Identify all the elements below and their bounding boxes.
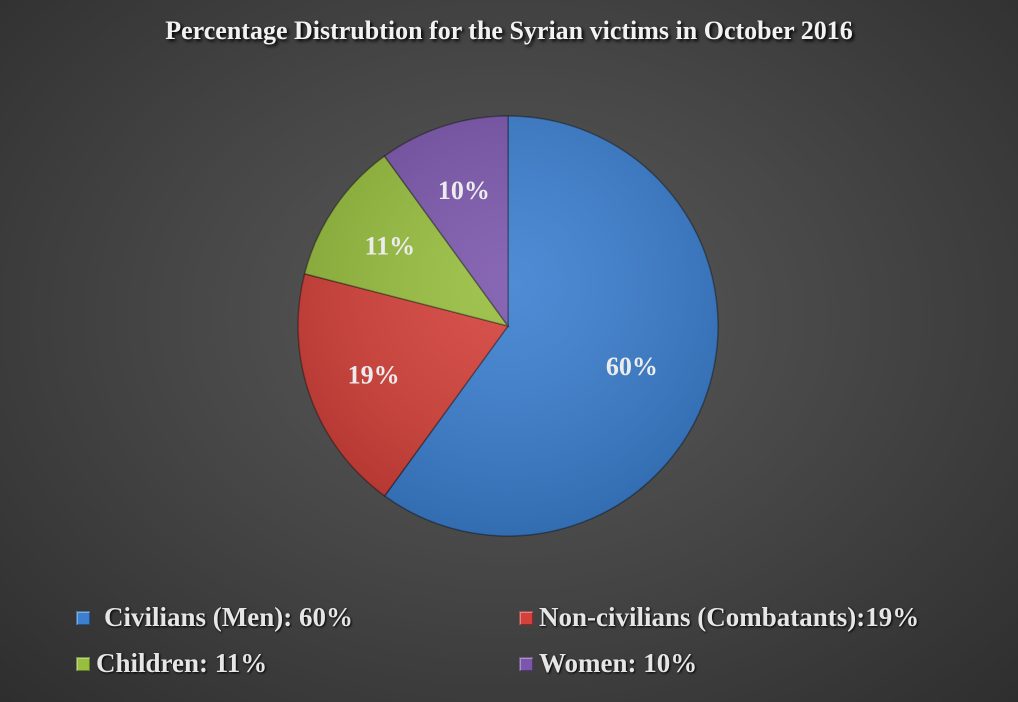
data-label: 19% xyxy=(348,360,400,389)
legend-label: Women: 10% xyxy=(539,648,698,678)
legend: Civilians (Men): 60% Non-civilians (Comb… xyxy=(0,600,1018,690)
pie-data-labels: 60% 19% 11% 10% xyxy=(348,176,658,389)
data-label: 10% xyxy=(438,176,490,205)
legend-label: Children: 11% xyxy=(96,648,268,678)
legend-swatch-icon xyxy=(76,656,90,671)
legend-label: Civilians (Men): 60% xyxy=(104,602,353,632)
legend-item-non-civilians: Non-civilians (Combatants):19% xyxy=(519,602,919,633)
pie-slices xyxy=(297,115,719,537)
chart-title: Percentage Distrubtion for the Syrian vi… xyxy=(165,16,853,45)
data-label: 60% xyxy=(606,352,658,381)
legend-swatch-icon xyxy=(519,656,533,671)
legend-swatch-icon xyxy=(519,610,533,625)
legend-item-civilians-men: Civilians (Men): 60% xyxy=(76,602,353,633)
legend-label: Non-civilians (Combatants):19% xyxy=(539,602,920,632)
legend-item-children: Children: 11% xyxy=(76,648,267,679)
legend-swatch-icon xyxy=(76,610,90,625)
legend-item-women: Women: 10% xyxy=(519,648,697,679)
data-label: 11% xyxy=(365,232,416,261)
